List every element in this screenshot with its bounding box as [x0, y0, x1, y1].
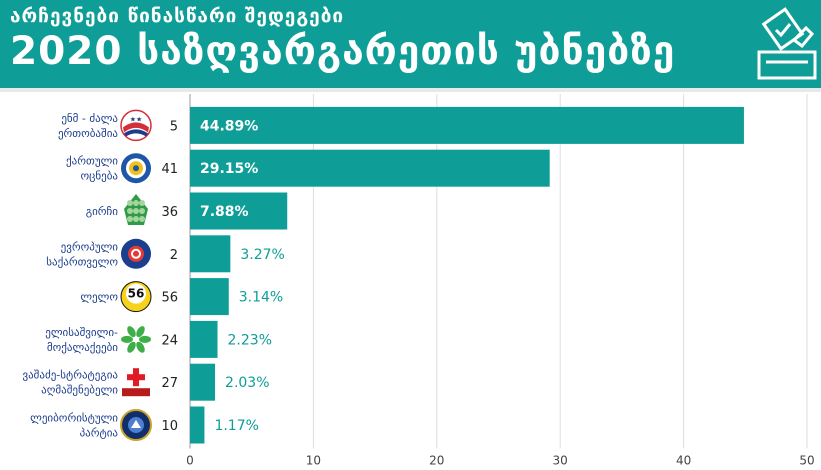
- value-label: 44.89%: [200, 118, 258, 134]
- category-label: გირჩი: [86, 205, 119, 218]
- subtitle: არჩევნები წინასწარი შედეგები: [10, 5, 345, 27]
- party-number: 36: [161, 205, 178, 220]
- party-number: 2: [170, 248, 178, 263]
- bar: [190, 320, 218, 358]
- bar: [190, 235, 231, 273]
- citizens-flower-icon: [121, 326, 151, 353]
- party-number: 10: [161, 419, 178, 434]
- x-tick-label: 20: [429, 453, 444, 467]
- girchi-pinecone-icon: [124, 194, 148, 225]
- value-label: 7.88%: [200, 204, 249, 220]
- category-label: ქართული ოცნება: [66, 155, 118, 183]
- party-number: 24: [161, 333, 178, 348]
- svg-text:★★: ★★: [130, 115, 143, 123]
- header-banner: არჩევნები წინასწარი შედეგები 2020 საზღვა…: [0, 0, 821, 88]
- european-georgia-logo-icon: [121, 238, 151, 269]
- value-label: 2.23%: [228, 332, 272, 348]
- value-label: 1.17%: [214, 418, 258, 434]
- page-title: 2020 საზღვარგარეთის უბნებზე: [10, 29, 676, 74]
- strategy-builder-cross-icon: [122, 368, 150, 397]
- category-label: ევროპული საქართველო: [46, 240, 118, 268]
- party-number: 27: [161, 376, 178, 391]
- party-number: 41: [161, 162, 178, 177]
- party-number: 56: [161, 291, 178, 306]
- labour-party-logo-icon: [120, 409, 152, 441]
- category-label: ენმ - ძალა ერთობაშია: [58, 112, 118, 140]
- category-label: ლელო: [80, 291, 118, 304]
- category-label: ლეიბორისტული პარტია: [30, 412, 118, 440]
- svg-text:56: 56: [128, 287, 145, 301]
- category-label: ვაშაძე-სტრატეგია აღმაშენებელი: [22, 369, 118, 397]
- value-label: 3.27%: [240, 247, 284, 263]
- x-tick-label: 0: [186, 453, 194, 467]
- ballot-box-icon: [757, 7, 817, 80]
- bar: [190, 149, 550, 187]
- value-label: 2.03%: [225, 375, 269, 391]
- header-separator: [0, 88, 821, 92]
- bar: [190, 278, 229, 316]
- results-bar-chart: 0 10 20 30 40 50 44.89% 5 ★★ ენმ - ძალა ერთობაშია 2…: [22, 94, 815, 467]
- party-number: 5: [170, 119, 178, 134]
- bar: [190, 406, 205, 444]
- value-label: 29.15%: [200, 161, 258, 177]
- x-tick-label: 40: [676, 453, 691, 467]
- bar: [190, 106, 744, 144]
- lelo-56-logo-icon: 56: [120, 281, 152, 313]
- x-tick-label: 30: [553, 453, 568, 467]
- x-tick-label: 50: [799, 453, 814, 467]
- georgian-dream-logo-icon: [121, 153, 151, 184]
- category-label: ელისაშვილი-მოქალაქეები: [45, 326, 118, 354]
- bar: [190, 363, 216, 401]
- x-tick-label: 10: [306, 453, 321, 467]
- unm-logo-icon: ★★: [120, 109, 152, 142]
- bar: [190, 192, 288, 230]
- value-label: 3.14%: [239, 290, 283, 306]
